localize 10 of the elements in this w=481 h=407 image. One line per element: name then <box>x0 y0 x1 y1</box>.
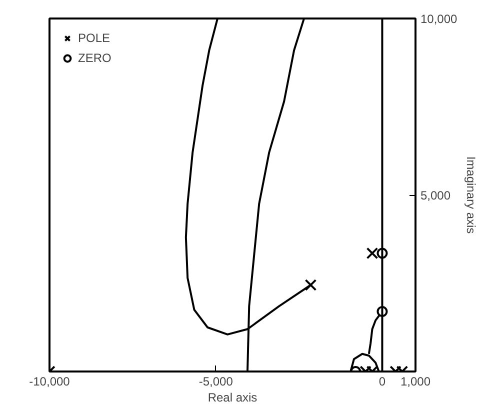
x-tick-label: -5,000 <box>198 374 234 388</box>
legend-label: ZERO <box>78 51 112 65</box>
x-axis-title: Real axis <box>208 390 258 404</box>
x-tick-label: 1,000 <box>400 374 431 388</box>
x-tick-label: -10,000 <box>29 374 70 388</box>
y-tick-label: 10,000 <box>420 12 458 26</box>
legend-label: POLE <box>78 31 110 45</box>
x-tick-label: 0 <box>378 374 386 388</box>
y-axis-title: Imaginary axis <box>464 156 478 234</box>
y-tick-label: 5,000 <box>420 188 451 202</box>
